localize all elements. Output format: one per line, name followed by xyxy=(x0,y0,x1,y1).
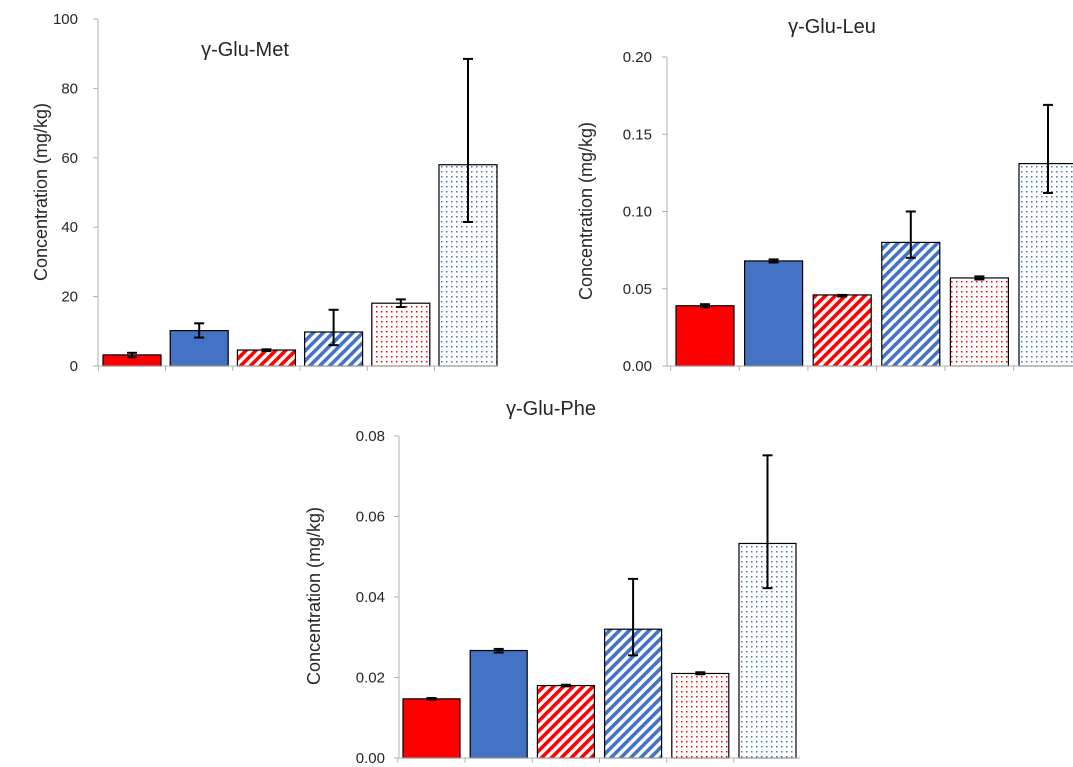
y-tick-label: 0.10 xyxy=(623,204,652,221)
y-ticks: 0.00 0.05 0.10 0.15 0.20 xyxy=(623,49,667,375)
error-bar xyxy=(127,351,137,359)
bar xyxy=(1018,163,1073,367)
error-bar xyxy=(395,298,406,309)
y-tick-label: 0.06 xyxy=(356,509,385,526)
chart-glu-met: γ-Glu-Met Concentration (mg/kg) 0 20 40 60 8… xyxy=(31,11,498,375)
bars xyxy=(402,542,797,759)
y-axis-title: Concentration (mg/kg) xyxy=(31,103,51,281)
axes xyxy=(397,436,800,763)
bar xyxy=(236,349,296,367)
axes xyxy=(666,57,1073,371)
y-tick-label: 80 xyxy=(61,80,78,97)
error-bar xyxy=(974,275,985,281)
error-bars xyxy=(700,103,1053,309)
error-bar xyxy=(463,57,473,223)
y-tick-label: 0.00 xyxy=(356,750,385,767)
error-bar xyxy=(762,454,773,590)
error-bars xyxy=(127,57,473,359)
y-tick-label: 0.08 xyxy=(356,428,385,445)
y-tick-label: 20 xyxy=(61,289,78,306)
bar xyxy=(371,302,431,367)
error-bar xyxy=(628,577,639,657)
y-tick-label: 100 xyxy=(53,11,78,28)
chart-title: γ-Glu-Met xyxy=(201,39,289,61)
y-tick-label: 0.20 xyxy=(623,49,652,66)
bar xyxy=(743,260,804,367)
bar xyxy=(536,684,596,759)
y-tick-label: 40 xyxy=(61,219,78,236)
bar xyxy=(469,649,528,759)
y-tick-label: 0.05 xyxy=(623,281,652,298)
y-tick-label: 0.04 xyxy=(356,589,385,606)
bar xyxy=(402,698,461,759)
y-tick-label: 0.00 xyxy=(623,358,652,375)
y-ticks: 0.00 0.02 0.04 0.06 0.08 xyxy=(356,428,399,767)
bars xyxy=(102,164,498,367)
y-tick-label: 60 xyxy=(61,150,78,167)
error-bar xyxy=(905,210,916,259)
y-axis-title: Concentration (mg/kg) xyxy=(304,507,324,685)
error-bar xyxy=(1043,103,1053,194)
error-bar xyxy=(695,671,706,676)
chart-title: γ-Glu-Leu xyxy=(788,16,876,38)
chart-glu-phe: γ-Glu-Phe Concentration (mg/kg) 0.00 0.02… xyxy=(304,398,800,767)
chart-glu-leu: γ-Glu-Leu Concentration (mg/kg) 0.00 0.05… xyxy=(576,16,1073,375)
y-tick-label: 0.15 xyxy=(623,126,652,143)
bar xyxy=(675,305,735,367)
error-bar xyxy=(194,322,205,339)
error-bar xyxy=(560,683,571,688)
y-ticks: 0 20 40 60 80 100 xyxy=(53,11,98,375)
error-bar xyxy=(261,348,272,353)
bar xyxy=(881,241,941,367)
bars xyxy=(675,163,1073,367)
axes xyxy=(97,19,498,371)
error-bar xyxy=(493,647,504,654)
error-bar xyxy=(700,303,710,309)
bar xyxy=(812,294,872,367)
error-bar xyxy=(426,697,437,701)
bar xyxy=(671,672,730,759)
error-bar xyxy=(837,293,848,298)
y-axis-title: Concentration (mg/kg) xyxy=(576,122,596,300)
error-bars xyxy=(426,454,773,701)
error-bar xyxy=(768,258,779,264)
chart-title: γ-Glu-Phe xyxy=(506,398,596,420)
bar xyxy=(949,277,1010,367)
error-bar xyxy=(328,308,339,347)
y-tick-label: 0 xyxy=(70,358,78,375)
y-tick-label: 0.02 xyxy=(356,670,385,687)
